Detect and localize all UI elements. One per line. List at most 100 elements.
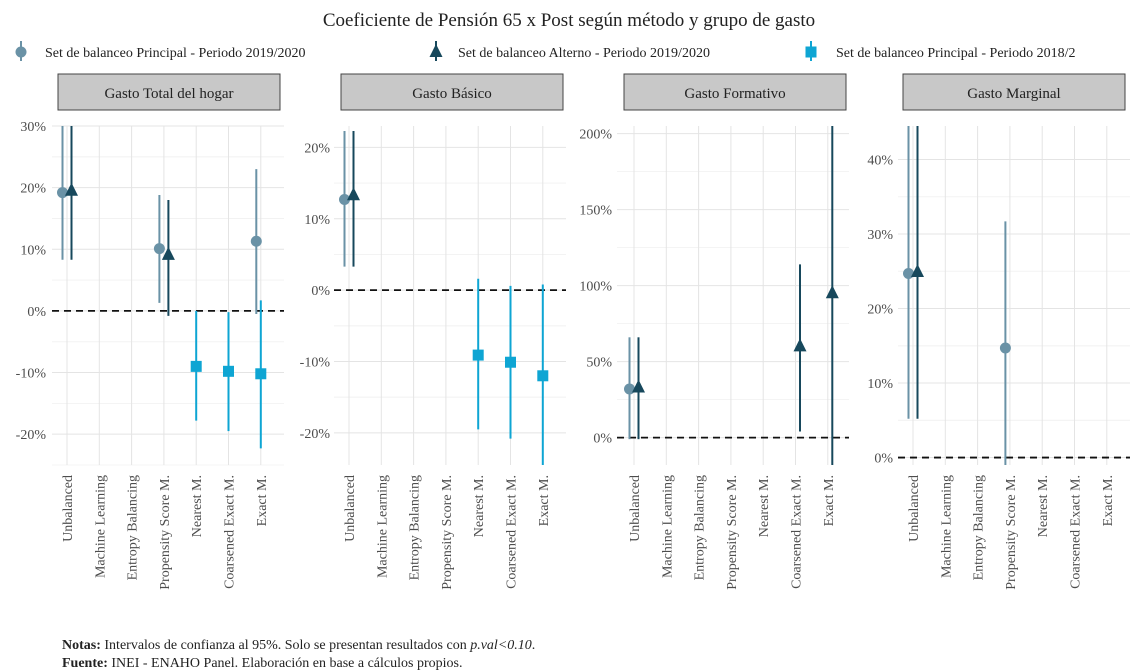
x-tick-label: Unbalanced [343, 475, 358, 542]
source-label: Fuente: [62, 656, 108, 671]
x-tick-label: Entropy Balancing [693, 475, 708, 580]
data-point [472, 349, 484, 361]
facet-strip [623, 73, 847, 111]
x-tick-label: Coarsened Exact M. [505, 475, 520, 589]
legend: Set de balanceo Principal - Periodo 2019… [15, 41, 1076, 61]
facet-title: Gasto Formativo [684, 86, 785, 102]
legend-label: Set de balanceo Principal - Periodo 2019… [45, 46, 306, 61]
notes-pval: p.val<0.10 [470, 638, 532, 653]
x-tick-label: Exact M. [537, 475, 552, 526]
y-tick-label: 20% [867, 303, 893, 318]
data-point [505, 356, 516, 368]
y-tick-label: 30% [867, 228, 893, 243]
x-tick-label: Coarsened Exact M. [1069, 475, 1084, 589]
y-tick-label: 10% [867, 377, 893, 392]
y-tick-label: 10% [304, 213, 330, 228]
x-tick-label: Coarsened Exact M. [790, 475, 805, 589]
legend-label: Set de balanceo Principal - Periodo 2018… [836, 46, 1076, 61]
legend-square-marker [805, 46, 817, 58]
notes-label: Notas: [62, 638, 101, 653]
data-point [250, 235, 262, 247]
x-tick-label: Entropy Balancing [126, 475, 141, 580]
y-tick-label: 10% [20, 243, 46, 258]
x-tick-label: Entropy Balancing [408, 475, 423, 580]
source-line: Fuente: INEI - ENAHO Panel. Elaboración … [62, 656, 462, 672]
data-point [903, 268, 914, 280]
legend-item: Set de balanceo Principal - Periodo 2019… [15, 41, 306, 61]
y-tick-label: 200% [579, 128, 612, 143]
legend-triangle-marker [429, 44, 443, 57]
data-point [537, 370, 549, 382]
x-tick-label: Nearest M. [757, 475, 772, 537]
y-tick-label: -10% [16, 367, 47, 382]
y-tick-label: 20% [304, 141, 330, 156]
data-point [347, 187, 360, 201]
data-point [153, 243, 165, 255]
notes-text: Intervalos de confianza al 95%. Solo se … [100, 638, 471, 653]
x-tick-label: Propensity Score M. [158, 475, 173, 590]
data-point [255, 368, 267, 380]
x-tick-label: Unbalanced [907, 475, 922, 542]
y-tick-label: 0% [874, 452, 893, 467]
data-point [339, 194, 350, 206]
facet-strip [340, 73, 564, 111]
y-tick-label: 150% [579, 204, 612, 219]
y-tick-label: 40% [867, 154, 893, 169]
data-point [632, 379, 645, 393]
chart-title: Coeficiente de Pensión 65 x Post según m… [323, 10, 815, 31]
legend-item: Set de balanceo Principal - Periodo 2018… [805, 41, 1076, 61]
facet-title: Gasto Total del hogar [104, 86, 233, 102]
notes-line: Notas: Intervalos de confianza al 95%. S… [62, 638, 535, 654]
data-point [624, 383, 635, 395]
data-point [793, 338, 807, 352]
data-point [57, 187, 68, 199]
facet-strip [57, 73, 281, 111]
x-tick-label: Unbalanced [61, 475, 76, 542]
x-tick-label: Exact M. [1101, 475, 1116, 526]
y-tick-label: 50% [586, 356, 612, 371]
x-tick-label: Propensity Score M. [725, 475, 740, 590]
x-tick-label: Machine Learning [660, 475, 675, 578]
facet-panel: Gasto Formativo 0% 50% 100% 150% 200% Unbalanc… [579, 73, 849, 590]
data-point [223, 365, 234, 377]
facet-title: Gasto Básico [412, 86, 492, 102]
legend-circle-marker [15, 46, 27, 58]
facet-panel: Gasto Total del hogar -20% -10% 0% 10% 20% 30%… [16, 73, 284, 590]
data-point [999, 342, 1011, 354]
x-tick-label: Machine Learning [939, 475, 954, 578]
x-tick-label: Unbalanced [628, 475, 643, 542]
y-tick-label: 0% [593, 432, 612, 447]
facet-strip [902, 73, 1126, 111]
x-tick-label: Propensity Score M. [440, 475, 455, 590]
y-tick-label: 20% [20, 182, 46, 197]
x-tick-label: Nearest M. [472, 475, 487, 537]
notes-text-end: . [531, 638, 536, 653]
data-point [65, 182, 78, 196]
data-point [190, 360, 202, 372]
facet-panels: Gasto Total del hogar -20% -10% 0% 10% 20% 30%… [16, 73, 1130, 590]
y-tick-label: -20% [16, 428, 47, 443]
source-text: INEI - ENAHO Panel. Elaboración en base … [107, 656, 463, 671]
x-tick-label: Propensity Score M. [1004, 475, 1019, 590]
facet-panel: Gasto Básico -20% -10% 0% 10% 20% Unbalanced Ma… [300, 73, 566, 590]
y-tick-label: 30% [20, 120, 46, 135]
legend-item: Set de balanceo Alterno - Periodo 2019/2… [429, 41, 710, 61]
data-point [911, 264, 924, 278]
x-tick-label: Exact M. [255, 475, 270, 526]
x-tick-label: Nearest M. [190, 475, 205, 537]
facet-panel: Gasto Marginal 0% 10% 20% 30% 40% Unbalanced Ma… [867, 73, 1130, 590]
x-tick-label: Machine Learning [375, 475, 390, 578]
x-tick-label: Coarsened Exact M. [223, 475, 238, 589]
data-point [161, 246, 175, 260]
y-tick-label: -20% [300, 427, 331, 442]
legend-label: Set de balanceo Alterno - Periodo 2019/2… [458, 46, 710, 61]
x-tick-label: Nearest M. [1036, 475, 1051, 537]
y-tick-label: 100% [579, 280, 612, 295]
x-tick-label: Machine Learning [93, 475, 108, 578]
data-point [825, 285, 839, 299]
y-tick-label: -10% [300, 356, 331, 371]
facet-title: Gasto Marginal [967, 86, 1060, 102]
chart-figure: Coeficiente de Pensión 65 x Post según m… [15, 10, 1130, 590]
y-tick-label: 0% [27, 305, 46, 320]
y-tick-label: 0% [311, 284, 330, 299]
